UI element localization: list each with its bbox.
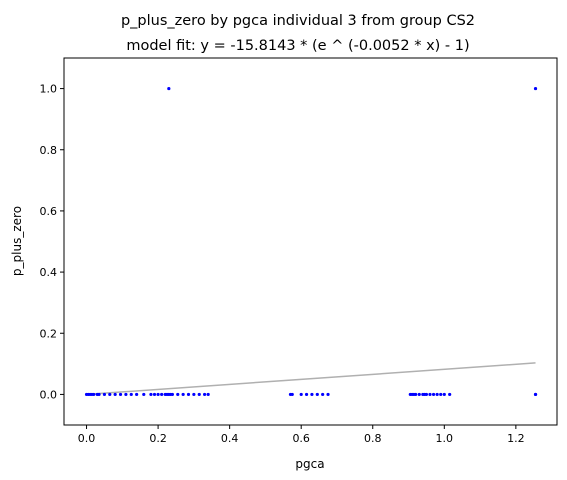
y-tick-label: 0.6 xyxy=(40,205,58,218)
fit-line xyxy=(86,362,536,396)
x-axis: 0.0 0.2 0.4 0.6 0.8 1.0 1.2 xyxy=(78,425,525,445)
x-tick-label: 0.6 xyxy=(292,432,310,445)
scatter-point xyxy=(315,392,319,397)
scatter-point xyxy=(176,392,180,397)
scatter-point xyxy=(170,392,174,397)
scatter-point xyxy=(192,392,196,397)
scatter-point xyxy=(533,392,538,397)
scatter-point xyxy=(92,392,96,397)
scatter-point xyxy=(299,392,303,397)
scatter-point xyxy=(118,392,123,397)
scatter-point xyxy=(414,392,418,397)
scatter-point xyxy=(206,392,210,397)
scatter-point xyxy=(97,392,101,397)
y-tick-label: 0.2 xyxy=(40,327,58,340)
scatter-point xyxy=(326,392,330,397)
scatter-point xyxy=(431,392,436,397)
plot-area xyxy=(84,86,538,397)
scatter-point xyxy=(435,392,439,397)
x-tick-label: 0.0 xyxy=(78,432,96,445)
scatter-point xyxy=(156,392,160,397)
scatter-point xyxy=(129,392,133,397)
x-tick-label: 1.2 xyxy=(507,432,525,445)
scatter-point xyxy=(417,392,421,397)
scatter-point xyxy=(439,392,443,397)
scatter-point xyxy=(181,392,185,397)
scatter-point xyxy=(149,392,153,397)
scatter-point xyxy=(102,392,107,397)
scatter-point xyxy=(113,392,117,397)
plot-frame xyxy=(63,57,558,426)
x-tick-label: 0.4 xyxy=(221,432,239,445)
y-tick-label: 0.4 xyxy=(40,266,58,279)
scatter-point xyxy=(203,392,207,397)
scatter-point xyxy=(135,392,139,397)
y-axis: 0.0 0.2 0.4 0.6 0.8 1.0 xyxy=(40,83,64,401)
scatter-point xyxy=(310,392,314,397)
scatter-point xyxy=(142,392,146,397)
y-axis-label: p_plus_zero xyxy=(10,206,24,276)
x-tick-label: 0.2 xyxy=(149,432,167,445)
scatter-point xyxy=(304,392,309,397)
x-axis-label: pgca xyxy=(295,457,324,471)
scatter-point xyxy=(428,392,432,397)
x-tick-label: 0.8 xyxy=(364,432,382,445)
y-tick-label: 1.0 xyxy=(40,83,58,96)
scatter-point xyxy=(442,392,446,397)
scatter-point xyxy=(186,392,191,397)
y-tick-label: 0.0 xyxy=(40,388,58,401)
scatter-point xyxy=(424,392,429,397)
scatter-point xyxy=(290,392,294,397)
chart-subtitle: model fit: y = -15.8143 * (e ^ (-0.0052 … xyxy=(126,38,469,54)
scatter-point xyxy=(321,392,325,397)
scatter-point xyxy=(152,392,157,397)
scatter-point xyxy=(160,392,164,397)
chart-title: p_plus_zero by pgca individual 3 from gr… xyxy=(121,13,475,29)
y-tick-label: 0.8 xyxy=(40,144,58,157)
scatter-point xyxy=(167,86,171,91)
scatter-point xyxy=(124,392,128,397)
scatter-point xyxy=(197,392,201,397)
scatter-point xyxy=(533,86,538,91)
x-tick-label: 1.0 xyxy=(436,432,454,445)
scatter-point xyxy=(108,392,112,397)
scatter-point xyxy=(448,392,452,397)
